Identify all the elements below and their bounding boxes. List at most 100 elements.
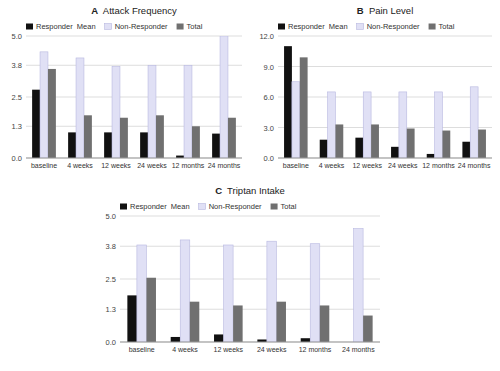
bar xyxy=(435,92,443,158)
y-tick-label: 0.0 xyxy=(106,338,116,347)
y-tick-label: 9.0 xyxy=(264,63,274,72)
grid-line xyxy=(278,127,492,128)
grid-line xyxy=(26,65,242,66)
bar xyxy=(220,36,228,158)
legend-label: Total xyxy=(281,202,297,211)
bar xyxy=(442,131,450,158)
bar xyxy=(233,305,243,342)
y-tick-label: 5.0 xyxy=(12,32,22,41)
legend-swatch xyxy=(120,204,127,210)
legend-swatch xyxy=(429,24,436,30)
bar xyxy=(355,138,363,158)
legend: Responder Mean Non-Responder Total xyxy=(278,22,455,31)
legend-label: Non-Responder xyxy=(367,22,420,31)
title: C Triptan Intake xyxy=(215,185,285,196)
grid-line xyxy=(26,158,242,159)
bar xyxy=(478,130,486,158)
x-tick-label: baseline xyxy=(129,346,155,353)
bar xyxy=(335,124,343,158)
bar xyxy=(363,92,371,158)
grid-line xyxy=(26,97,242,98)
legend: Responder Mean Non-Responder Total xyxy=(120,202,297,211)
panel: 0.01.32.53.85.0baseline4 weeks12 weeks24… xyxy=(12,5,242,169)
bar xyxy=(224,245,234,342)
legend-swatch xyxy=(199,204,206,210)
title: B Pain Level xyxy=(357,5,414,16)
bar xyxy=(214,334,224,342)
y-tick-label: 12.0 xyxy=(259,32,274,41)
y-tick-label: 3.0 xyxy=(264,124,274,133)
bar xyxy=(192,126,200,158)
panel: 0.01.32.53.85.0baseline4 weeks12 weeks24… xyxy=(106,185,380,353)
legend: Responder MeanNon-ResponderTotal xyxy=(26,22,203,31)
bar xyxy=(212,134,220,158)
x-tick-label: 12 months xyxy=(172,162,205,169)
legend-label: Non-Responder xyxy=(209,202,262,211)
bar xyxy=(84,115,92,158)
x-tick-label: 4 weeks xyxy=(319,162,345,169)
y-tick-label: 1.3 xyxy=(12,122,22,131)
title: A Attack Frequency xyxy=(91,5,177,16)
legend-label: Responder Mean xyxy=(288,22,348,31)
x-tick-label: 12 weeks xyxy=(214,346,244,353)
grid-line xyxy=(278,36,492,37)
bar xyxy=(300,57,308,158)
x-tick-label: 12 weeks xyxy=(101,162,131,169)
bar xyxy=(470,87,478,158)
bar xyxy=(399,92,407,158)
bar xyxy=(140,132,148,158)
bar xyxy=(276,302,286,342)
bar xyxy=(146,278,156,342)
bar xyxy=(462,142,470,158)
x-axis-line xyxy=(26,158,242,159)
bars xyxy=(32,36,236,158)
bar xyxy=(228,118,236,158)
bar xyxy=(371,124,379,158)
bar xyxy=(148,65,156,158)
bar xyxy=(190,302,200,342)
bar xyxy=(320,305,330,342)
x-tick-label: 12 months xyxy=(422,162,455,169)
legend-swatch xyxy=(357,24,364,30)
y-tick-label: 5.0 xyxy=(106,212,116,221)
y-tick-label: 3.8 xyxy=(12,61,22,70)
legend-label: Total xyxy=(439,22,455,31)
bar xyxy=(354,229,364,342)
x-tick-label: 4 weeks xyxy=(172,346,198,353)
bar xyxy=(40,52,48,158)
y-tick-label: 6.0 xyxy=(264,93,274,102)
panel: 0.03.06.09.012.0baseline4 weeks12 weeks2… xyxy=(259,5,492,169)
y-tick-label: 2.5 xyxy=(106,275,116,284)
legend-label: Responder Mean xyxy=(130,202,190,211)
x-tick-label: 12 months xyxy=(299,346,332,353)
grid-line xyxy=(120,309,380,310)
grid-line xyxy=(278,158,492,159)
bar xyxy=(127,295,137,342)
x-axis-line xyxy=(278,158,492,159)
x-tick-label: 12 weeks xyxy=(352,162,382,169)
bar xyxy=(328,92,336,158)
bar xyxy=(320,140,328,158)
legend-swatch xyxy=(26,24,33,30)
legend-swatch xyxy=(271,204,278,210)
chart-canvas: 0.01.32.53.85.0baseline4 weeks12 weeks24… xyxy=(0,0,500,371)
grid-line xyxy=(278,97,492,98)
bar xyxy=(301,338,311,342)
legend-label: Responder Mean xyxy=(36,22,96,31)
bar xyxy=(171,337,181,342)
bars xyxy=(127,229,372,342)
bar xyxy=(180,240,190,342)
grid-line xyxy=(120,216,380,217)
bar xyxy=(310,244,320,342)
bar xyxy=(284,46,292,158)
grid-line xyxy=(120,342,380,343)
grid-line xyxy=(26,36,242,37)
bar xyxy=(407,129,415,158)
x-tick-label: baseline xyxy=(283,162,309,169)
bar xyxy=(391,147,399,158)
bars xyxy=(284,46,486,158)
bar xyxy=(76,58,84,158)
bar xyxy=(427,154,435,158)
legend-label: Total xyxy=(187,22,203,31)
y-tick-label: 0.0 xyxy=(264,154,274,163)
